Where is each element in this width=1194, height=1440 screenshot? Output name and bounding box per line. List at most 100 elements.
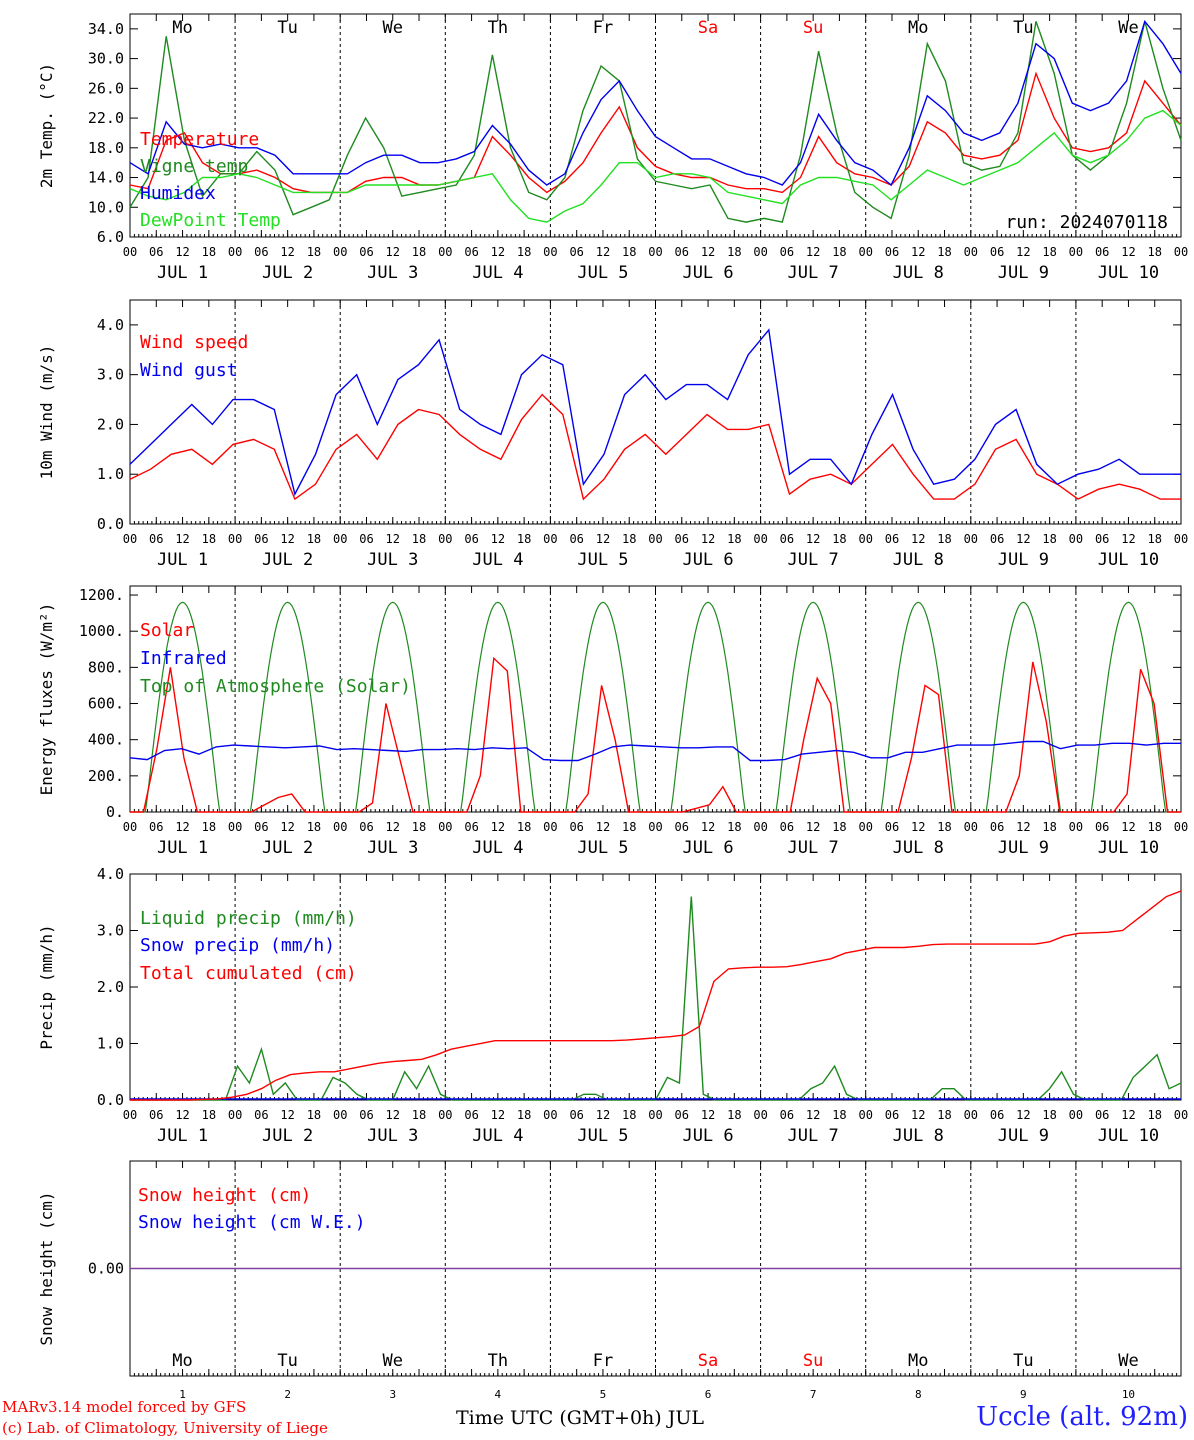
hour-tick-label: 12 [701, 532, 715, 546]
hour-tick-label: 18 [832, 245, 846, 259]
y-tick-label: 30.0 [88, 50, 124, 68]
hour-tick-label: 06 [149, 532, 163, 546]
hour-tick-label: 18 [832, 820, 846, 834]
hour-tick-label: 00 [858, 245, 872, 259]
series-line-speed [129, 393, 1181, 501]
hour-tick-label: 06 [1095, 245, 1109, 259]
series-line-cum [130, 890, 1182, 1101]
hour-tick-label: 12 [806, 245, 820, 259]
hour-tick-label: 06 [675, 1108, 689, 1122]
hour-tick-label: 00 [543, 820, 557, 834]
hour-tick-label: 00 [123, 820, 137, 834]
legend-entry: Infrared [140, 648, 227, 669]
date-label: JUL 1 [157, 263, 208, 283]
legend-entry: Total cumulated (cm) [140, 963, 357, 984]
date-label: JUL 5 [577, 263, 628, 283]
hour-tick-label: 06 [464, 532, 478, 546]
hour-tick-label: 18 [307, 532, 321, 546]
hour-tick-label: 12 [596, 820, 610, 834]
y-tick-label: 34.0 [88, 20, 124, 38]
day-name: Su [803, 18, 823, 38]
date-label: JUL 1 [157, 1126, 208, 1146]
hour-tick-label: 00 [753, 1108, 767, 1122]
hour-tick-label: 00 [964, 1108, 978, 1122]
y-tick-label: 3.0 [97, 366, 124, 384]
hour-tick-label: 00 [1174, 532, 1188, 546]
hour-tick-label: 12 [175, 820, 189, 834]
hour-tick-label: 18 [1042, 1108, 1056, 1122]
hour-tick-label: 18 [517, 532, 531, 546]
day-name: Tu [1013, 1351, 1033, 1371]
date-label: JUL 1 [157, 838, 208, 858]
hour-tick-label: 06 [885, 532, 899, 546]
legend-entry: Snow precip (mm/h) [140, 935, 335, 956]
hour-tick-label: 12 [175, 532, 189, 546]
day-number: 9 [1020, 1388, 1027, 1401]
series-line-vigne [129, 21, 1182, 223]
hour-tick-label: 00 [858, 820, 872, 834]
hour-tick-label: 06 [780, 532, 794, 546]
hour-tick-label: 06 [569, 1108, 583, 1122]
hour-tick-label: 18 [727, 532, 741, 546]
hour-tick-label: 12 [1016, 532, 1030, 546]
day-name: Mo [908, 1351, 928, 1371]
hour-tick-label: 00 [964, 245, 978, 259]
day-name: Mo [172, 1351, 192, 1371]
hour-tick-label: 12 [175, 1108, 189, 1122]
hour-tick-label: 18 [307, 820, 321, 834]
hour-tick-label: 12 [280, 820, 294, 834]
hour-tick-label: 18 [412, 820, 426, 834]
y-tick-label: 4.0 [97, 865, 124, 883]
y-tick-label: 800. [88, 658, 124, 676]
hour-tick-label: 12 [911, 1108, 925, 1122]
date-label: JUL 3 [367, 550, 418, 570]
hour-tick-label: 18 [202, 532, 216, 546]
hour-tick-label: 06 [464, 245, 478, 259]
y-axis-label: Energy fluxes (W/m²) [37, 603, 56, 796]
day-number: 1 [179, 1388, 186, 1401]
hour-tick-label: 06 [359, 820, 373, 834]
date-label: JUL 2 [262, 550, 313, 570]
hour-tick-label: 12 [491, 245, 505, 259]
y-tick-label: 600. [88, 695, 124, 713]
hour-tick-label: 06 [464, 1108, 478, 1122]
station-label: Uccle (alt. 92m) [976, 1402, 1188, 1432]
y-tick-label: 0. [106, 803, 124, 821]
hour-tick-label: 18 [622, 820, 636, 834]
hour-tick-label: 00 [1069, 245, 1083, 259]
hour-tick-label: 12 [491, 532, 505, 546]
series-line-dew [129, 109, 1182, 223]
hour-tick-label: 00 [1069, 532, 1083, 546]
date-label: JUL 8 [893, 838, 944, 858]
date-label: JUL 8 [893, 263, 944, 283]
hour-tick-label: 18 [1147, 1108, 1161, 1122]
date-label: JUL 6 [682, 263, 733, 283]
y-tick-label: 200. [88, 767, 124, 785]
date-label: JUL 2 [262, 1126, 313, 1146]
hour-tick-label: 00 [123, 1108, 137, 1122]
hour-tick-label: 12 [806, 532, 820, 546]
hour-tick-label: 06 [569, 245, 583, 259]
series-line-liquid [130, 896, 1182, 1101]
legend-entry: Solar [140, 620, 194, 641]
date-label: JUL 3 [367, 263, 418, 283]
hour-tick-label: 06 [675, 532, 689, 546]
day-name: Tu [277, 1351, 297, 1371]
hour-tick-label: 06 [1095, 532, 1109, 546]
hour-tick-label: 00 [228, 245, 242, 259]
hour-tick-label: 00 [438, 1108, 452, 1122]
hour-tick-label: 12 [1121, 245, 1135, 259]
y-tick-label: 22.0 [88, 109, 124, 127]
y-tick-label: 4.0 [97, 316, 124, 334]
hour-tick-label: 06 [780, 1108, 794, 1122]
hour-tick-label: 12 [911, 820, 925, 834]
day-name: Tu [277, 18, 297, 38]
y-tick-label: 400. [88, 731, 124, 749]
date-label: JUL 3 [367, 838, 418, 858]
hour-tick-label: 18 [622, 532, 636, 546]
hour-tick-label: 06 [359, 532, 373, 546]
hour-tick-label: 06 [885, 245, 899, 259]
y-tick-label: 18.0 [88, 139, 124, 157]
hour-tick-label: 00 [333, 245, 347, 259]
hour-tick-label: 00 [1174, 245, 1188, 259]
